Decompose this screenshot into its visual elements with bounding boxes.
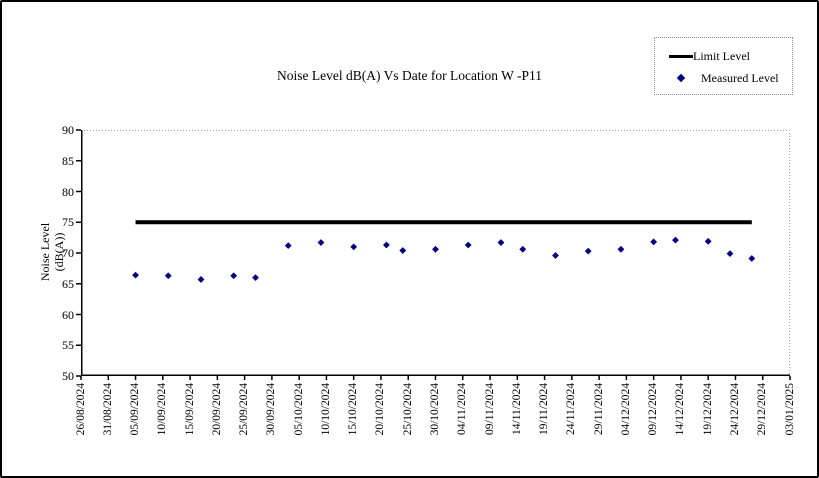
- x-tick-label: 05/10/2024: [292, 383, 305, 436]
- x-tick-label: 24/11/2024: [565, 383, 578, 435]
- x-tick-label: 10/09/2024: [156, 383, 169, 436]
- legend-label-measured: Measured Level: [701, 70, 779, 85]
- x-tick-label: 24/12/2024: [728, 383, 741, 436]
- measured-marker-cell: [669, 73, 693, 83]
- measured-point: [197, 276, 205, 283]
- x-tick-label: 25/10/2024: [401, 383, 414, 436]
- x-tick-label: 09/12/2024: [647, 383, 660, 436]
- legend-box: Limit Level Measured Level: [654, 37, 793, 95]
- x-tick-label: 19/11/2024: [538, 383, 551, 435]
- measured-point: [672, 236, 679, 244]
- measured-point: [383, 241, 390, 249]
- legend-item-limit-level: Limit Level: [655, 45, 792, 67]
- x-tick-label: 03/01/2025: [783, 383, 796, 436]
- x-tick-label: 25/09/2024: [238, 383, 251, 436]
- x-tick-label: 09/11/2024: [483, 383, 496, 435]
- measured-point: [617, 245, 625, 253]
- y-tick-label: 75: [62, 215, 74, 230]
- y-tick-label: 80: [62, 184, 74, 199]
- limit-line-marker-icon: [669, 54, 693, 58]
- x-tick-label: 20/09/2024: [210, 383, 223, 436]
- measured-point: [519, 245, 527, 253]
- y-tick-label: 55: [62, 338, 74, 353]
- x-tick-label: 15/09/2024: [183, 383, 196, 436]
- plot-area-svg: [76, 129, 791, 380]
- x-tick-label: 31/08/2024: [101, 383, 114, 436]
- measured-point: [464, 241, 472, 249]
- measured-point: [748, 255, 756, 262]
- x-tick-label: 30/09/2024: [265, 383, 278, 436]
- y-tick-label: 60: [62, 307, 74, 322]
- legend-label-limit: Limit Level: [693, 48, 750, 63]
- x-tick-label: 19/12/2024: [701, 383, 714, 436]
- x-tick-label: 05/09/2024: [129, 383, 142, 436]
- y-tick-label: 85: [62, 153, 74, 168]
- x-tick-label: 20/10/2024: [374, 383, 387, 436]
- measured-point: [432, 245, 439, 253]
- measured-point: [284, 242, 292, 250]
- x-tick-label: 14/12/2024: [674, 383, 687, 436]
- measured-point: [350, 243, 358, 251]
- y-tick-label: 65: [62, 276, 74, 291]
- measured-point: [252, 274, 259, 281]
- measured-point: [132, 271, 139, 279]
- measured-point: [552, 252, 559, 259]
- measured-point: [230, 272, 238, 280]
- measured-point: [704, 237, 712, 245]
- legend-item-measured-level: Measured Level: [655, 67, 792, 89]
- measured-point: [164, 272, 172, 280]
- x-tick-label: 30/10/2024: [429, 383, 441, 436]
- x-tick-label: 29/12/2024: [756, 383, 769, 436]
- diamond-marker-icon: [676, 73, 686, 83]
- measured-point: [399, 247, 407, 254]
- x-tick-label: 04/12/2024: [619, 383, 632, 436]
- y-tick-label: 70: [62, 246, 74, 260]
- measured-point: [584, 247, 592, 255]
- x-tick-label: 10/10/2024: [319, 383, 332, 436]
- x-tick-label: 26/08/2024: [74, 383, 87, 436]
- x-tick-label: 15/10/2024: [347, 383, 360, 436]
- x-tick-label: 04/11/2024: [456, 383, 469, 435]
- x-tick-label: 14/11/2024: [510, 383, 523, 435]
- y-tick-label: 50: [62, 369, 74, 383]
- measured-point: [726, 250, 734, 258]
- chart-title: Noise Level dB(A) Vs Date for Location W…: [277, 68, 542, 83]
- measured-point: [317, 239, 325, 246]
- x-tick-label: 29/11/2024: [592, 383, 605, 435]
- measured-point: [650, 238, 658, 246]
- y-tick-label: 90: [62, 123, 74, 137]
- measured-point: [497, 239, 505, 246]
